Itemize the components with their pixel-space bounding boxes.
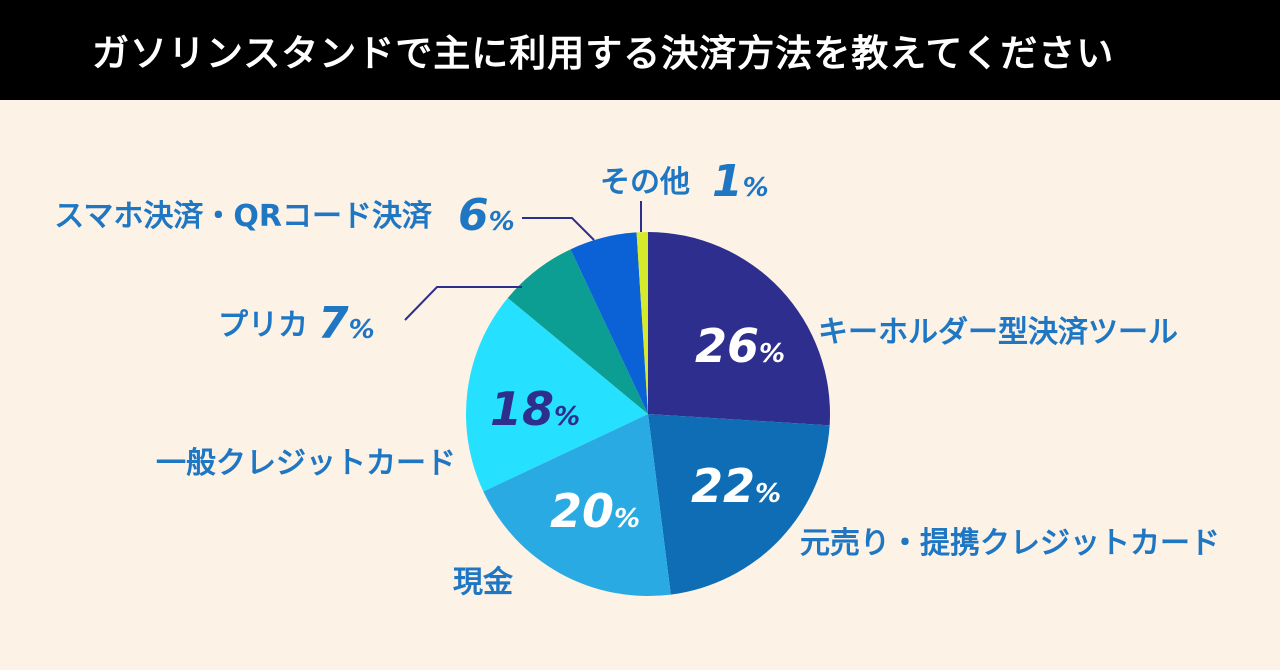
- category-label-motouri-card: 元売り・提携クレジットカード: [800, 526, 1220, 561]
- pct-label-general-card: 18%: [490, 382, 580, 436]
- pct-label-keyholder: 26%: [695, 319, 785, 373]
- pie-slice-0: [648, 232, 830, 426]
- pie-slice-1: [648, 414, 830, 595]
- category-label-keyholder: キーホルダー型決済ツール: [818, 315, 1178, 350]
- pct-label-smartphone: 6%: [458, 190, 515, 241]
- pie-slice-5: [570, 232, 648, 414]
- title-bar: ガソリンスタンドで主に利用する決済方法を教えてください: [0, 0, 1280, 100]
- category-label-prepaid: プリカ: [218, 308, 308, 343]
- pie-slice-3: [466, 297, 648, 492]
- category-label-general-card: 一般クレジットカード: [156, 446, 456, 481]
- pie-slice-4: [507, 249, 648, 414]
- category-label-smartphone: スマホ決済・QRコード決済: [54, 199, 433, 234]
- leader-line-prepaid: [404, 286, 522, 321]
- pct-label-prepaid: 7%: [318, 298, 375, 349]
- chart-title: ガソリンスタンドで主に利用する決済方法を教えてください: [92, 32, 1115, 75]
- category-label-cash: 現金: [453, 565, 514, 600]
- leader-line-smartphone: [522, 217, 595, 241]
- pct-label-motouri-card: 22%: [691, 459, 781, 513]
- pct-label-sonota: 1%: [712, 156, 769, 207]
- category-label-sonota: その他: [600, 165, 690, 200]
- pie-slice-2: [483, 414, 671, 596]
- pct-label-cash: 20%: [550, 484, 640, 538]
- pie-slice-6: [636, 232, 648, 414]
